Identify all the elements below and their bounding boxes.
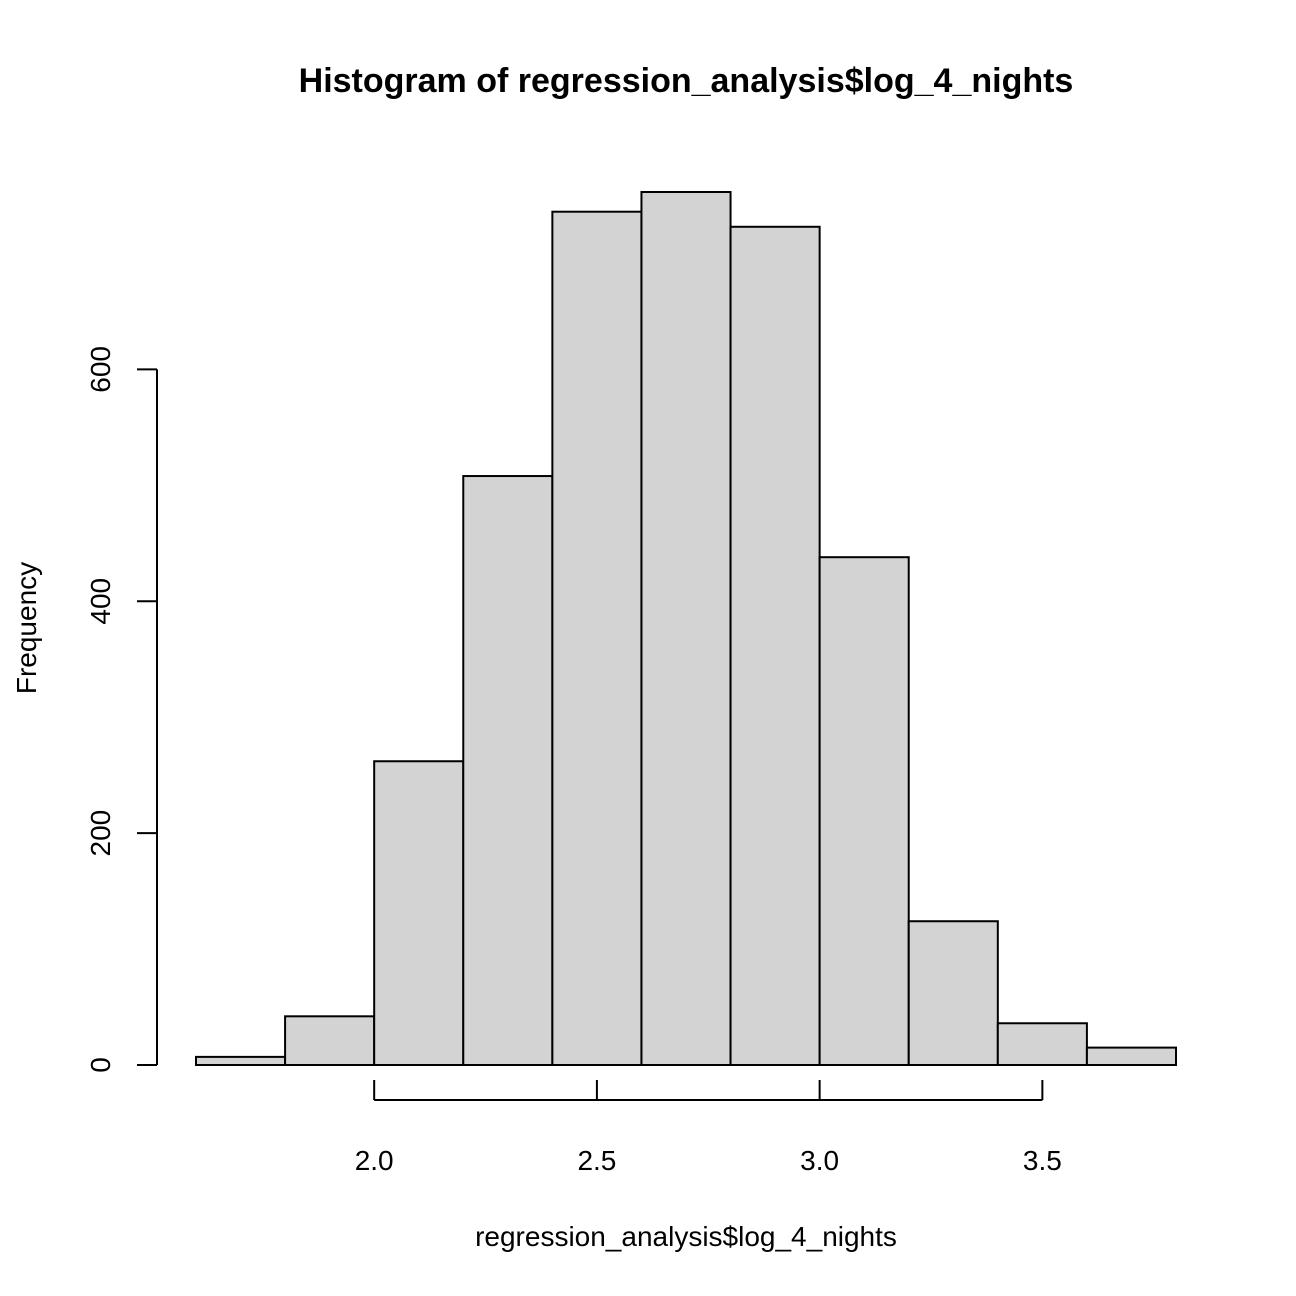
histogram-bar bbox=[907, 920, 999, 1066]
y-axis: 0 200 400 600 bbox=[85, 346, 158, 1073]
histogram-bar bbox=[996, 1022, 1088, 1066]
y-tick-label: 200 bbox=[85, 810, 116, 857]
histogram-bar bbox=[462, 475, 554, 1066]
y-axis-label: Frequency bbox=[11, 562, 42, 694]
x-axis: 2.0 2.5 3.0 3.5 bbox=[355, 1080, 1062, 1176]
histogram-bar bbox=[729, 225, 821, 1066]
y-tick-label: 400 bbox=[85, 578, 116, 625]
histogram-bar bbox=[551, 210, 643, 1066]
histogram-bar bbox=[1085, 1046, 1177, 1067]
histogram-bar bbox=[640, 191, 732, 1066]
histogram-bar bbox=[818, 556, 910, 1067]
histogram-bar bbox=[373, 760, 465, 1066]
histogram-bar bbox=[195, 1055, 287, 1067]
x-tick-label: 2.0 bbox=[355, 1145, 394, 1176]
x-axis-label: regression_analysis$log_4_nights bbox=[475, 1221, 897, 1252]
x-tick-label: 2.5 bbox=[577, 1145, 616, 1176]
bars-group bbox=[195, 191, 1177, 1067]
histogram-bar bbox=[284, 1015, 376, 1066]
x-tick-label: 3.0 bbox=[800, 1145, 839, 1176]
y-tick-label: 600 bbox=[85, 346, 116, 393]
y-tick-label: 0 bbox=[85, 1057, 116, 1073]
x-tick-label: 3.5 bbox=[1023, 1145, 1062, 1176]
chart-title: Histogram of regression_analysis$log_4_n… bbox=[299, 62, 1074, 100]
